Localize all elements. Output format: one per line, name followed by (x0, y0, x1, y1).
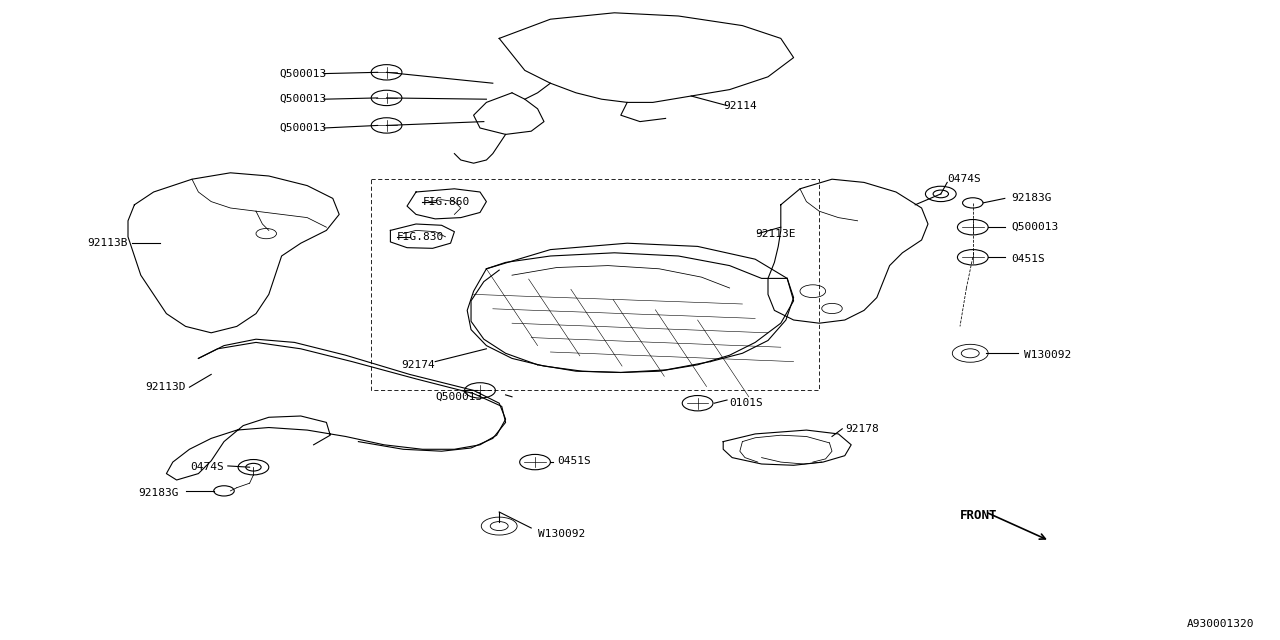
Text: Q500013: Q500013 (1011, 222, 1059, 232)
Text: A930001320: A930001320 (1187, 619, 1254, 629)
Text: W130092: W130092 (538, 529, 585, 540)
Text: 92113D: 92113D (145, 382, 186, 392)
Text: 92178: 92178 (845, 424, 878, 434)
Text: FIG.830: FIG.830 (397, 232, 444, 242)
Text: 92113B: 92113B (87, 238, 128, 248)
Text: 92113E: 92113E (755, 228, 796, 239)
Text: 92183G: 92183G (1011, 193, 1052, 204)
Text: 0451S: 0451S (557, 456, 590, 466)
Text: W130092: W130092 (1024, 350, 1071, 360)
Text: 0451S: 0451S (1011, 254, 1044, 264)
Text: FIG.860: FIG.860 (422, 196, 470, 207)
Text: Q500013: Q500013 (279, 94, 326, 104)
Text: 0474S: 0474S (191, 462, 224, 472)
Text: 92114: 92114 (723, 100, 756, 111)
Text: FRONT: FRONT (960, 509, 997, 522)
Text: 92174: 92174 (402, 360, 435, 370)
Text: Q500013: Q500013 (279, 68, 326, 79)
Text: Q500013: Q500013 (279, 123, 326, 133)
Text: 0101S: 0101S (730, 398, 763, 408)
Text: 0474S: 0474S (947, 174, 980, 184)
Text: 92183G: 92183G (138, 488, 179, 498)
Text: Q500013: Q500013 (435, 392, 483, 402)
